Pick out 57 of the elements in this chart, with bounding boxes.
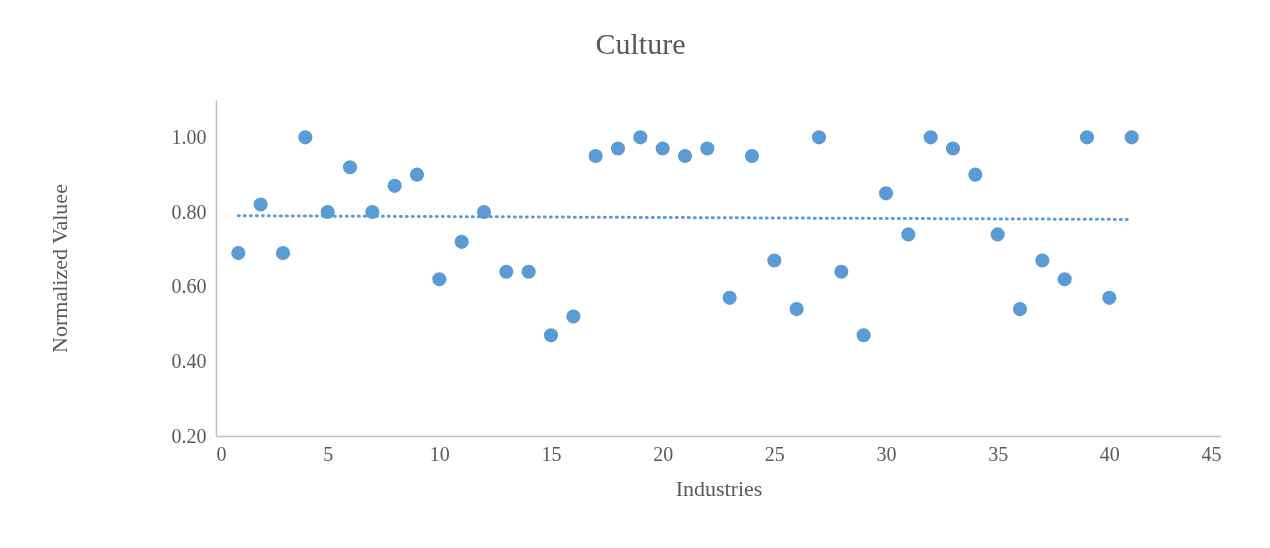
x-axis-title: Industries <box>675 475 763 501</box>
y-tick-label: 0.60 <box>171 275 207 298</box>
y-tick-label: 1.00 <box>171 125 207 148</box>
point <box>834 264 849 279</box>
point <box>901 227 916 242</box>
point <box>744 148 760 164</box>
point <box>789 302 804 317</box>
point <box>409 167 425 182</box>
y-tick-label: 0.80 <box>171 200 207 223</box>
point <box>968 167 983 182</box>
x-tick-label: 15 <box>541 442 562 465</box>
point <box>990 227 1005 242</box>
chart-title: Culture <box>595 27 686 60</box>
x-tick-label: 35 <box>988 442 1009 465</box>
point <box>387 178 402 193</box>
x-tick-label: 45 <box>1201 442 1222 465</box>
point <box>1124 130 1139 145</box>
point <box>1057 272 1072 287</box>
point <box>521 264 536 279</box>
point <box>476 204 492 220</box>
point <box>722 290 737 305</box>
point <box>633 130 648 145</box>
x-tick-label: 25 <box>764 442 785 465</box>
point <box>432 272 447 287</box>
point <box>610 141 626 156</box>
y-tick-label: 0.20 <box>171 424 207 447</box>
point <box>811 130 827 145</box>
point <box>655 141 670 156</box>
point <box>1079 130 1095 145</box>
point <box>1012 302 1028 317</box>
y-tick-label: 0.40 <box>171 349 207 372</box>
y-axis-title: Normalized Valuee <box>46 184 72 353</box>
x-tick-label: 0 <box>216 442 227 465</box>
point <box>253 197 268 212</box>
x-tick-label: 20 <box>653 442 674 465</box>
point <box>1102 290 1117 305</box>
point <box>878 186 894 201</box>
point <box>856 328 871 343</box>
point <box>499 264 514 279</box>
point <box>275 246 291 261</box>
x-tick-label: 40 <box>1099 442 1120 465</box>
point <box>298 130 313 145</box>
point <box>1035 253 1050 268</box>
point <box>231 246 246 261</box>
point <box>342 160 358 175</box>
point <box>767 253 782 268</box>
point <box>543 328 559 343</box>
point <box>588 148 603 164</box>
x-tick-label: 5 <box>323 442 334 465</box>
point <box>923 130 938 145</box>
point <box>454 234 469 249</box>
point <box>677 148 693 164</box>
point <box>945 141 961 156</box>
point <box>566 309 581 324</box>
x-tick-label: 10 <box>429 442 450 465</box>
point <box>700 141 715 156</box>
x-tick-label: 30 <box>876 442 897 465</box>
